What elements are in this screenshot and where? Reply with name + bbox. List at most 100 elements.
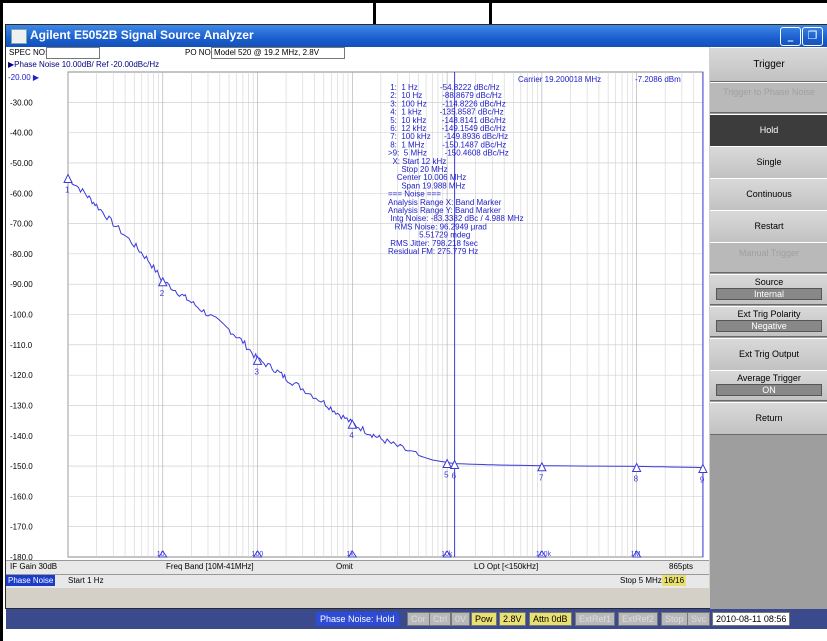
marker-label: 7 [539,474,544,483]
points-count: 865pts [669,562,694,571]
y-tick-label: -50.00 [10,159,33,168]
marker-triangle [449,459,460,470]
marker-label: 8 [634,475,639,484]
marker-triangle [442,458,452,468]
minimize-icon[interactable]: _ [780,27,801,46]
status-taskbar: Phase Noise: Hold Cor Ctrl 0V Pow 2.8V A… [6,609,827,629]
window-title: Agilent E5052B Signal Source Analyzer [30,28,254,42]
polarity-button[interactable]: Ext Trig Polarity Negative [710,306,827,337]
restore-icon[interactable]: ❐ [802,27,823,46]
y-tick-label: -180.0 [10,553,33,560]
softkey-panel: Trigger Trigger to Phase Noise Hold Sing… [710,47,827,609]
start-freq: Start 1 Hz [68,576,104,585]
stop-badge: Stop [661,612,688,626]
grid [67,71,704,558]
x-tick-label: 100k [536,551,552,558]
marker-readout-line: === Noise === [388,190,441,199]
analyzer-window: Agilent E5052B Signal Source Analyzer _ … [5,24,827,629]
pow-value: 2.8V [499,612,526,626]
return-button[interactable]: Return [710,402,827,435]
continuous-button[interactable]: Continuous [710,178,827,211]
y-tick-label: -150.0 [10,462,33,471]
sweep-count: 16/16 [662,575,687,586]
marker-readout-line: >9: 5 MHz -150.4608 dBc/Hz [388,149,509,158]
status-bar-1: IF Gain 30dB Freq Band [10M-41MHz] Omit … [6,560,709,574]
x-tick-label: 1k [346,551,354,558]
marker-triangle [698,463,708,473]
marker-readout-line: X: Start 12 kHz [388,157,446,166]
phase-noise-plot[interactable]: -30.00 -40.00 -50.00 -60.00 -70.00 -80.00 -90.… [6,70,709,562]
y-tick-label: -30.00 [10,98,33,107]
polarity-label: Ext Trig Polarity [737,309,801,319]
clock: 2010-08-11 08:56 [712,612,791,626]
marker-triangle [63,173,73,184]
title-bar: Agilent E5052B Signal Source Analyzer _ … [6,25,827,47]
marker-readout-line: 1: 1 Hz -54.8222 dBc/Hz [388,83,500,92]
softkey-title: Trigger [710,47,827,82]
stop-freq: Stop 5 MHz [620,576,662,585]
markers: 1 2 3 4 5 6 7 8 9 [63,173,708,484]
y-tick-label: -120.0 [10,371,33,380]
marker-triangle [347,419,358,429]
marker-readout: 1: 1 Hz -54.8222 dBc/Hz 2: 10 Hz -88.867… [388,83,524,256]
mode-badge: Phase Noise [6,575,56,586]
ctrl-badge: Ctrl [429,612,451,626]
x-tick-marker [347,550,358,558]
plot-svg: -30.00 -40.00 -50.00 -60.00 -70.00 -80.00 -90.… [8,71,708,562]
ref-level: -20.00 ▶ [8,73,40,82]
x-tick-marker [442,550,453,558]
carrier-freq: Carrier 19.200018 MHz [518,75,601,84]
marker-label: 1 [65,186,70,195]
spec-label: SPEC NO: [9,48,48,57]
marker-readout-line: Stop 20 MHz [388,165,448,174]
phase-noise-trace [67,177,703,469]
hold-button[interactable]: Hold [710,114,827,147]
marker-readout-line: Analysis Range Y: Band Marker [388,206,501,215]
y-tick-label: -140.0 [10,432,33,441]
y-tick-label: -60.00 [10,189,33,198]
trace-info-text: ▶Phase Noise 10.00dB/ Ref -20.00dBc/Hz [8,60,160,69]
svc-badge: Svc [687,612,711,626]
marker-readout-line: 3: 100 Hz -114.8226 dBc/Hz [388,99,506,108]
spec-field[interactable] [46,47,100,59]
marker-label: 4 [349,431,354,440]
single-button[interactable]: Single [710,146,827,179]
hold-label: Hold [759,125,779,135]
y-tick-label: -160.0 [10,492,33,501]
po-label: PO NO: [185,48,214,57]
x-tick-label: 100 [252,551,264,558]
y-tick-label: -110.0 [10,341,33,350]
source-button[interactable]: Source Internal [710,274,827,305]
cor-badge: Cor [407,612,430,626]
status-bar-2: Phase Noise Start 1 Hz Stop 5 MHz 16/16 [6,574,709,588]
trigger-to-button[interactable]: Trigger to Phase Noise [710,82,827,113]
x-tick-label: 10 [157,551,165,558]
ext-trig-output-button[interactable]: Ext Trig Output [710,338,827,371]
marker-triangle [537,461,547,472]
pow-badge: Pow [471,612,497,626]
po-field[interactable]: Model 520 @ 19.2 MHz, 2.8V [211,47,345,59]
y-tick-label: -80.00 [10,250,33,259]
marker-readout-line: 6: 12 kHz -149.1549 dBc/Hz [388,124,506,133]
extref2-badge: ExtRef2 [618,612,659,626]
average-trigger-button[interactable]: Average Trigger ON [710,370,827,401]
trigger-state: Phase Noise: Hold [316,612,399,626]
zero-v-badge: 0V [451,612,471,626]
avg-value: ON [716,384,822,396]
marker-label: 9 [700,475,705,484]
x-tick-marker [157,550,168,558]
x-tick-label: 10k [441,551,453,558]
x-tick-marker [536,550,547,558]
y-axis-labels: -30.00 -40.00 -50.00 -60.00 -70.00 -80.00 -90.… [10,98,33,562]
attn-badge: Attn 0dB [529,612,572,626]
y-tick-label: -130.0 [10,401,33,410]
marker-readout-line: 4: 1 kHz -135.8587 dBc/Hz [388,108,504,117]
extref1-badge: ExtRef1 [575,612,616,626]
manual-trigger-button[interactable]: Manual Trigger [710,242,827,273]
polarity-value: Negative [716,320,822,332]
marker-label: 5 [444,470,449,479]
marker-triangle [631,462,642,473]
restart-button[interactable]: Restart [710,210,827,243]
marker-readout-line: 2: 10 Hz -88.8679 dBc/Hz [388,91,502,100]
